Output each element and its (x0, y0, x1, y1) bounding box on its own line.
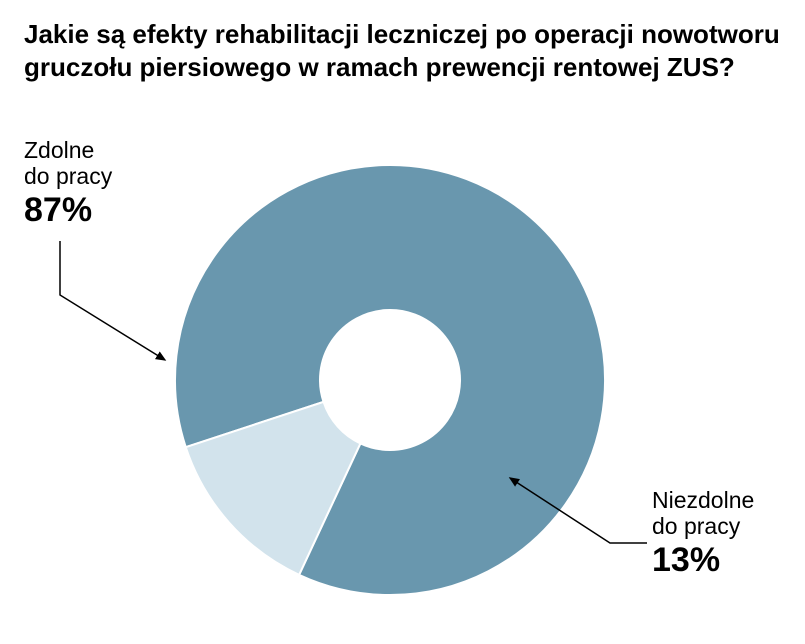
label-able-pct: 87% (24, 192, 112, 229)
label-able-line1: Zdolne (24, 137, 112, 163)
chart-title: Jakie są efekty rehabilitacji leczniczej… (24, 18, 781, 83)
label-able-line2: do pracy (24, 163, 112, 189)
label-unable-line1: Niezdolne (652, 487, 754, 513)
label-unable-line2: do pracy (652, 513, 754, 539)
label-unable-to-work: Niezdolne do pracy 13% (652, 487, 754, 579)
label-able-to-work: Zdolne do pracy 87% (24, 137, 112, 229)
donut-chart (175, 165, 605, 595)
leader-line-able (60, 241, 165, 360)
label-unable-pct: 13% (652, 542, 754, 579)
chart-area: Zdolne do pracy 87% Niezdolne do pracy 1… (0, 135, 805, 635)
